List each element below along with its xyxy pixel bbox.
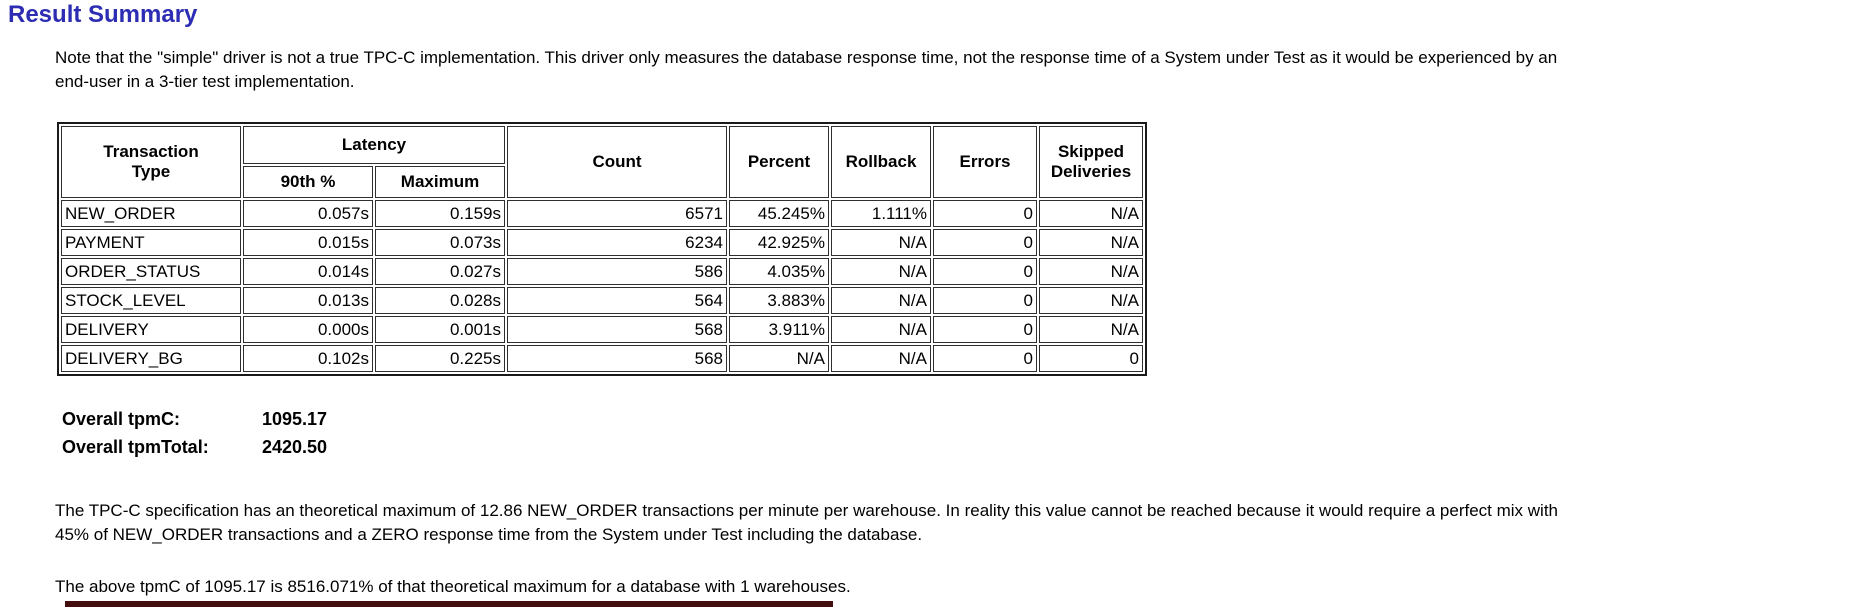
cell-count: 6234	[507, 229, 727, 256]
cell-rollback: N/A	[831, 287, 931, 314]
cell-transaction-type: DELIVERY	[61, 316, 241, 343]
header-transaction-type-label: Transaction Type	[103, 142, 199, 181]
cell-errors: 0	[933, 258, 1037, 285]
header-latency-maximum: Maximum	[375, 166, 505, 198]
cell-percent: 45.245%	[729, 200, 829, 227]
table-row-delivery: DELIVERY 0.000s 0.001s 568 3.911% N/A 0 …	[61, 316, 1143, 343]
cell-skipped: N/A	[1039, 287, 1143, 314]
table-row-payment: PAYMENT 0.015s 0.073s 6234 42.925% N/A 0…	[61, 229, 1143, 256]
cell-errors: 0	[933, 229, 1037, 256]
cell-percent: 4.035%	[729, 258, 829, 285]
table-row-delivery-bg: DELIVERY_BG 0.102s 0.225s 568 N/A N/A 0 …	[61, 345, 1143, 372]
header-count: Count	[507, 126, 727, 198]
intro-note: Note that the "simple" driver is not a t…	[55, 48, 1558, 91]
table-header-row-latency: 90th % Maximum	[61, 166, 1143, 198]
cell-count: 568	[507, 316, 727, 343]
cutoff-content-band	[65, 601, 833, 607]
cell-rollback: N/A	[831, 316, 931, 343]
cell-transaction-type: NEW_ORDER	[61, 200, 241, 227]
header-latency-90th: 90th %	[243, 166, 373, 198]
cell-latency-90th: 0.013s	[243, 287, 373, 314]
cell-rollback: 1.111%	[831, 200, 931, 227]
overall-summary: Overall tpmC: 1095.17 Overall tpmTotal: …	[62, 406, 327, 462]
cell-latency-90th: 0.102s	[243, 345, 373, 372]
table-row-order-status: ORDER_STATUS 0.014s 0.027s 586 4.035% N/…	[61, 258, 1143, 285]
cell-transaction-type: STOCK_LEVEL	[61, 287, 241, 314]
summary-row-tpmtotal: Overall tpmTotal: 2420.50	[62, 434, 327, 462]
header-latency: Latency	[243, 126, 505, 164]
tpmc-percentage-paragraph: The above tpmC of 1095.17 is 8516.071% o…	[55, 577, 851, 596]
table-row-new-order: NEW_ORDER 0.057s 0.159s 6571 45.245% 1.1…	[61, 200, 1143, 227]
header-skipped-deliveries-label: Skipped Deliveries	[1050, 142, 1132, 181]
cell-percent: 3.911%	[729, 316, 829, 343]
cell-latency-maximum: 0.225s	[375, 345, 505, 372]
cell-latency-maximum: 0.027s	[375, 258, 505, 285]
tpmc-value: 1095.17	[262, 409, 328, 429]
cell-count: 568	[507, 345, 727, 372]
cell-count: 6571	[507, 200, 727, 227]
cell-percent: 42.925%	[729, 229, 829, 256]
cell-skipped: N/A	[1039, 258, 1143, 285]
header-percent: Percent	[729, 126, 829, 198]
header-errors: Errors	[933, 126, 1037, 198]
cell-latency-maximum: 0.073s	[375, 229, 505, 256]
table-row-stock-level: STOCK_LEVEL 0.013s 0.028s 564 3.883% N/A…	[61, 287, 1143, 314]
cell-count: 586	[507, 258, 727, 285]
cell-skipped: N/A	[1039, 200, 1143, 227]
cell-errors: 0	[933, 345, 1037, 372]
cell-transaction-type: PAYMENT	[61, 229, 241, 256]
cell-rollback: N/A	[831, 229, 931, 256]
cell-errors: 0	[933, 200, 1037, 227]
cell-latency-90th: 0.057s	[243, 200, 373, 227]
cell-rollback: N/A	[831, 258, 931, 285]
cell-latency-maximum: 0.001s	[375, 316, 505, 343]
cell-transaction-type: ORDER_STATUS	[61, 258, 241, 285]
cell-errors: 0	[933, 316, 1037, 343]
cell-skipped: N/A	[1039, 229, 1143, 256]
header-transaction-type: Transaction Type	[61, 126, 241, 198]
cell-latency-90th: 0.000s	[243, 316, 373, 343]
cell-latency-maximum: 0.159s	[375, 200, 505, 227]
table-header-row-top: Transaction Type Latency Count Percent R…	[61, 126, 1143, 198]
tpmtotal-label: Overall tpmTotal:	[62, 437, 209, 457]
header-rollback: Rollback	[831, 126, 931, 198]
cell-skipped: N/A	[1039, 316, 1143, 343]
page-title: Result Summary	[8, 1, 198, 28]
cell-latency-maximum: 0.028s	[375, 287, 505, 314]
spec-paragraph: The TPC-C specification has an theoretic…	[55, 501, 1559, 544]
cell-errors: 0	[933, 287, 1037, 314]
cell-percent: N/A	[729, 345, 829, 372]
cell-transaction-type: DELIVERY_BG	[61, 345, 241, 372]
transaction-summary-table: Transaction Type Latency Count Percent R…	[57, 122, 1147, 376]
tpmc-label: Overall tpmC:	[62, 409, 181, 429]
cell-rollback: N/A	[831, 345, 931, 372]
cell-count: 564	[507, 287, 727, 314]
tpmtotal-value: 2420.50	[262, 437, 328, 457]
cell-latency-90th: 0.014s	[243, 258, 373, 285]
cell-latency-90th: 0.015s	[243, 229, 373, 256]
header-skipped-deliveries: Skipped Deliveries	[1039, 126, 1143, 198]
cell-percent: 3.883%	[729, 287, 829, 314]
summary-row-tpmc: Overall tpmC: 1095.17	[62, 406, 327, 434]
cell-skipped: 0	[1039, 345, 1143, 372]
